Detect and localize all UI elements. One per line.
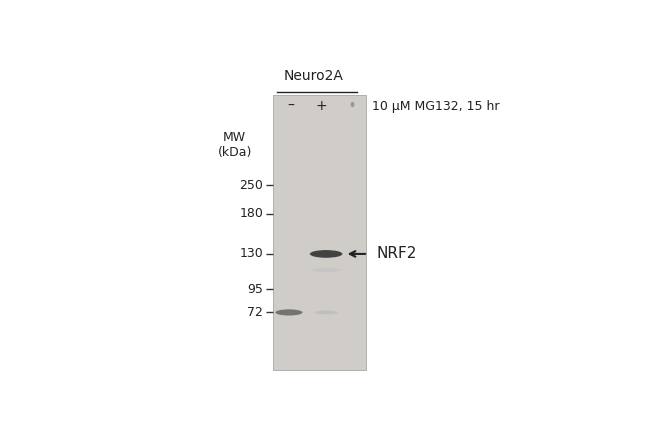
Text: +: + — [316, 99, 328, 113]
Bar — [274, 95, 367, 370]
Text: 180: 180 — [239, 207, 263, 220]
Text: 130: 130 — [239, 247, 263, 260]
Text: MW
(kDa): MW (kDa) — [218, 132, 252, 160]
Text: 95: 95 — [247, 283, 263, 296]
Text: Neuro2A: Neuro2A — [284, 69, 344, 83]
Ellipse shape — [310, 250, 343, 258]
Text: NRF2: NRF2 — [377, 246, 417, 261]
Ellipse shape — [311, 268, 341, 272]
Ellipse shape — [350, 102, 354, 107]
Ellipse shape — [276, 309, 302, 316]
Text: –: – — [287, 99, 294, 113]
Text: 10 μM MG132, 15 hr: 10 μM MG132, 15 hr — [372, 100, 499, 113]
Text: 72: 72 — [247, 306, 263, 319]
Ellipse shape — [315, 311, 338, 314]
Text: 250: 250 — [239, 179, 263, 192]
